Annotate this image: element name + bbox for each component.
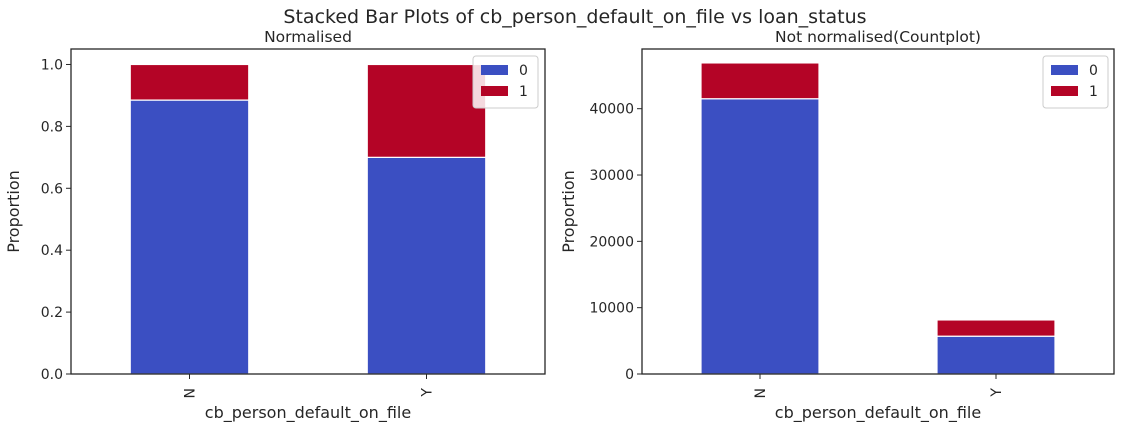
x-tick-label: Y	[989, 388, 1005, 398]
legend-label-0: 0	[519, 63, 528, 79]
y-tick-label: 0.8	[41, 119, 63, 135]
y-tick-label: 40000	[589, 102, 634, 118]
y-tick-label: 0.0	[41, 367, 63, 383]
legend-swatch-0	[481, 65, 508, 75]
x-tick-label: N	[753, 388, 769, 398]
x-axis-label: cb_person_default_on_file	[205, 403, 411, 423]
legend-label-1: 1	[1089, 84, 1098, 100]
chart-panel-2: N Y 0 10000 20000 30000 40000 Not normalised(Co…	[559, 28, 1115, 423]
bar-Y-series-0	[936, 335, 1056, 375]
figure-suptitle: Stacked Bar Plots of cb_person_default_o…	[283, 6, 867, 28]
bar-Y-series-1	[936, 319, 1056, 337]
y-axis-label: Proportion	[4, 170, 23, 253]
legend-swatch-1	[481, 86, 508, 96]
x-tick-label: Y	[420, 388, 436, 398]
bar-N-series-0	[700, 98, 820, 375]
bar-N-series-0	[129, 99, 250, 375]
legend-label-0: 0	[1089, 63, 1098, 79]
y-tick-label: 20000	[589, 234, 634, 250]
y-tick-label: 0	[625, 367, 634, 383]
legend-label-1: 1	[519, 84, 528, 100]
legend-box	[1042, 55, 1109, 109]
x-axis-label: cb_person_default_on_file	[775, 403, 981, 423]
legend-swatch-0	[1051, 65, 1078, 75]
legend: 01	[1042, 55, 1109, 109]
legend: 01	[472, 55, 539, 109]
axes-title: Normalised	[264, 28, 352, 46]
axes-frame	[641, 48, 1115, 375]
bar-Y-series-0	[366, 156, 487, 375]
y-tick-label: 10000	[589, 301, 634, 317]
legend-swatch-1	[1051, 86, 1078, 96]
y-tick-label: 0.2	[41, 305, 63, 321]
legend-box	[472, 55, 539, 109]
y-tick-label: 30000	[589, 168, 634, 184]
chart-panel-1: N Y 0.0 0.2 0.4 0.6 0.8 1.0 Normalised cb_person_…	[4, 28, 546, 423]
y-axis-label: Proportion	[559, 170, 578, 253]
y-tick-label: 0.4	[41, 243, 63, 259]
y-tick-label: 0.6	[41, 181, 63, 197]
x-tick-label: N	[183, 388, 199, 398]
bar-N-series-1	[129, 63, 250, 101]
bar-N-series-1	[700, 62, 820, 100]
axes-frame	[70, 48, 546, 375]
bar-Y-series-1	[366, 63, 487, 158]
axes-title: Not normalised(Countplot)	[775, 28, 981, 46]
y-tick-label: 1.0	[41, 57, 63, 73]
